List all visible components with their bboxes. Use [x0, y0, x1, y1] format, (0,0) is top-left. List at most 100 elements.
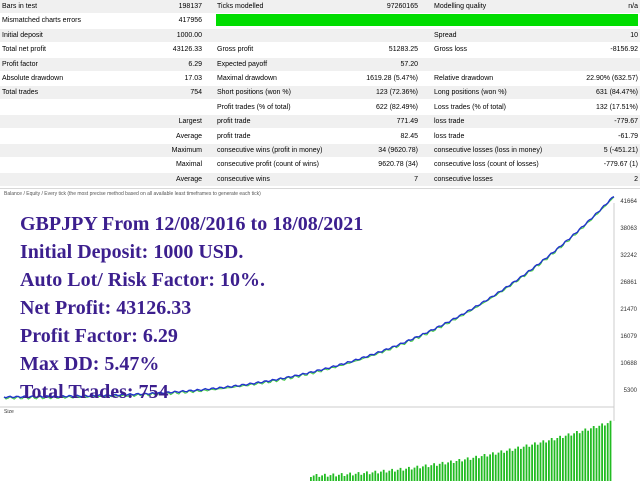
volume-bar — [444, 464, 446, 481]
overlay-line: GBPJPY From 12/08/2016 to 18/08/2021 — [20, 211, 363, 237]
volume-bar — [554, 440, 556, 481]
volume-bar — [439, 464, 441, 481]
report-label-l1: Absolute drawdown — [0, 72, 132, 85]
report-value-v2: 7 — [300, 173, 418, 186]
report-value-v1: Largest — [130, 115, 202, 128]
volume-bar — [556, 438, 558, 481]
volume-bar — [531, 445, 533, 481]
report-value-v3: -779.67 — [520, 115, 638, 128]
volume-bar — [464, 459, 466, 481]
volume-bar — [450, 461, 452, 481]
report-value-v1: Maximal — [130, 158, 202, 171]
volume-bar — [517, 447, 519, 481]
volume-bar — [492, 452, 494, 481]
volume-bar — [442, 462, 444, 481]
volume-bar — [568, 433, 570, 481]
volume-bar — [500, 450, 502, 481]
volume-bar — [327, 477, 329, 481]
volume-bar — [545, 443, 547, 481]
report-label-l1 — [0, 130, 132, 143]
balance-chart: Balance / Equity / Every tick (the most … — [0, 188, 640, 481]
volume-bar — [551, 438, 553, 481]
volume-bar — [419, 468, 421, 481]
volume-bar — [313, 476, 315, 481]
report-label-l1 — [0, 158, 132, 171]
volume-bar — [352, 475, 354, 481]
y-tick-label: 16079 — [620, 334, 637, 340]
report-value-v2: 97260165 — [300, 0, 418, 13]
report-value-v2: 82.45 — [300, 130, 418, 143]
volume-bar — [430, 465, 432, 481]
volume-bar — [374, 471, 376, 481]
volume-bar — [318, 477, 320, 481]
report-value-v2: 622 (82.49%) — [300, 101, 418, 114]
volume-bar — [582, 431, 584, 481]
chart-caption: Balance / Equity / Every tick (the most … — [4, 191, 261, 197]
y-tick-label: 10688 — [620, 361, 637, 367]
volume-bar — [542, 440, 544, 481]
volume-bar — [528, 447, 530, 481]
report-value-v2: 57.20 — [300, 58, 418, 71]
volume-bar — [422, 466, 424, 481]
overlay-line: Net Profit: 43126.33 — [20, 295, 191, 321]
volume-bar — [540, 443, 542, 481]
report-value-v2: 1619.28 (5.47%) — [300, 72, 418, 85]
volume-bar — [400, 468, 402, 481]
volume-bar — [610, 421, 612, 481]
report-label-l1: Mismatched charts errors — [0, 14, 132, 27]
volume-bar — [520, 449, 522, 481]
volume-bar — [570, 436, 572, 481]
report-value-v3: 10 — [520, 29, 638, 42]
volume-bar — [425, 465, 427, 481]
volume-bar — [458, 459, 460, 481]
report-value-v1: 417956 — [130, 14, 202, 27]
volume-bar — [523, 447, 525, 481]
volume-bar — [484, 454, 486, 481]
volume-bar — [489, 454, 491, 481]
report-label-l1: Bars in test — [0, 0, 132, 13]
report-value-v1: Maximum — [130, 144, 202, 157]
y-tick-label: 41664 — [620, 199, 637, 205]
volume-bar — [453, 463, 455, 481]
report-value-v1: 6.29 — [130, 58, 202, 71]
volume-bar — [604, 426, 606, 481]
report-value-v2: 34 (9620.78) — [300, 144, 418, 157]
y-tick-label: 21470 — [620, 307, 637, 313]
modelling-quality-bar — [216, 14, 638, 26]
volume-bar — [338, 475, 340, 481]
volume-bar — [601, 423, 603, 481]
report-label-l1: Total trades — [0, 86, 132, 99]
report-value-v3: 22.90% (632.57) — [520, 72, 638, 85]
volume-bar — [548, 440, 550, 481]
report-value-v1: Average — [130, 173, 202, 186]
volume-bar — [514, 449, 516, 481]
report-label-l1 — [0, 144, 132, 157]
report-row: Profit trades (% of total)622 (82.49%)Lo… — [0, 101, 640, 114]
report-value-v2: 51283.25 — [300, 43, 418, 56]
volume-bar — [310, 477, 312, 481]
volume-bar — [596, 428, 598, 481]
volume-bar — [411, 470, 413, 481]
report-value-v3: -8156.92 — [520, 43, 638, 56]
volume-bar — [470, 460, 472, 481]
volume-bar — [391, 469, 393, 481]
overlay-line: Initial Deposit: 1000 USD. — [20, 239, 243, 265]
volume-bar — [330, 475, 332, 481]
volume-bar — [509, 449, 511, 481]
volume-bar — [402, 471, 404, 481]
volume-bar — [360, 475, 362, 481]
volume-bar — [472, 458, 474, 481]
volume-bar — [576, 431, 578, 481]
volume-bars — [310, 421, 611, 481]
volume-bar — [481, 456, 483, 481]
y-tick-label: 5300 — [624, 388, 637, 394]
chart-footer-label: Size — [4, 409, 14, 415]
